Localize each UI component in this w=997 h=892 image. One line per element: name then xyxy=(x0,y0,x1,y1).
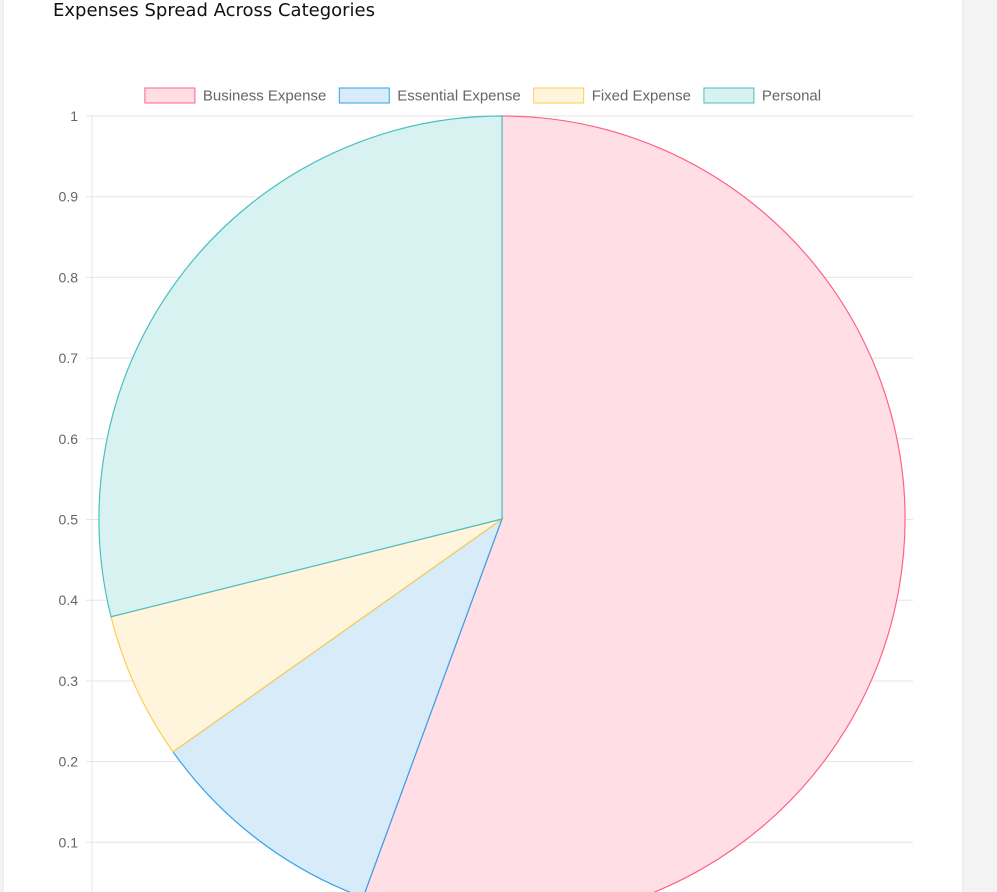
y-axis-ticks: 0.1 0.2 0.3 0.4 0.5 0.6 0.7 0.8 0.9 1 xyxy=(59,108,79,850)
chart-card: Expenses Spread Across Categories 0.1 0.2… xyxy=(4,0,962,892)
legend-label-business-expense[interactable]: Business Expense xyxy=(203,88,326,105)
pie-slices xyxy=(98,115,906,892)
pie-slice-fixed-expense[interactable] xyxy=(110,518,503,753)
y-tick-label: 0.1 xyxy=(59,834,79,850)
legend-swatch-personal[interactable] xyxy=(703,87,755,104)
pie-slice-essential-expense[interactable] xyxy=(172,517,504,892)
pie-chart: 0.1 0.2 0.3 0.4 0.5 0.6 0.7 0.8 0.9 1 Business Ex… xyxy=(59,87,913,892)
y-tick-label: 0.8 xyxy=(59,269,79,285)
pie-slice-business-expense[interactable] xyxy=(363,115,906,892)
legend-label-personal[interactable]: Personal xyxy=(762,88,821,105)
y-tick-label: 0.7 xyxy=(59,350,79,366)
legend-label-fixed-expense[interactable]: Fixed Expense xyxy=(592,88,691,105)
legend-label-essential-expense[interactable]: Essential Expense xyxy=(397,88,520,105)
legend-swatch-essential-expense[interactable] xyxy=(338,87,390,104)
y-tick-label: 0.2 xyxy=(59,754,79,770)
y-tick-label: 0.9 xyxy=(59,189,79,205)
y-tick-label: 0.6 xyxy=(59,431,79,447)
legend: Business Expense Essential Expense Fixed E… xyxy=(144,87,821,105)
y-tick-label: 0.3 xyxy=(59,673,79,689)
pie-slice-personal[interactable] xyxy=(98,115,503,618)
y-tick-label: 0.5 xyxy=(59,512,79,528)
chart-title: Expenses Spread Across Categories xyxy=(53,0,376,21)
y-tick-label: 1 xyxy=(70,108,78,124)
y-tick-label: 0.4 xyxy=(59,592,79,608)
legend-swatch-fixed-expense[interactable] xyxy=(533,87,585,104)
legend-swatch-business-expense[interactable] xyxy=(144,87,196,104)
